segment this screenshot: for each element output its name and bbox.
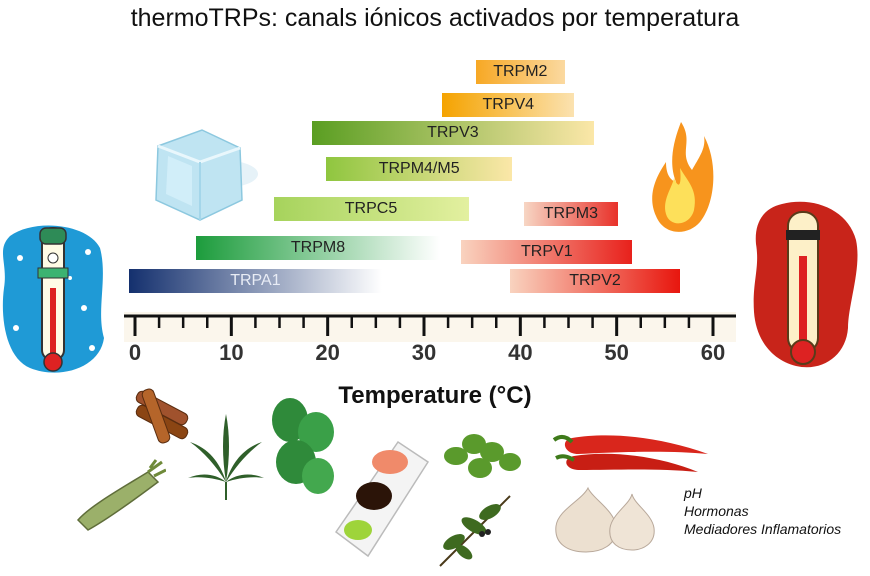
cannabis-leaf-icon: [188, 414, 264, 500]
ice-cube-icon: [155, 129, 258, 221]
axis-title: Temperature (°C): [338, 382, 532, 409]
garlic-icon: [555, 486, 655, 553]
tick-label-30: 30: [411, 340, 437, 365]
bar-trpa1: TRPA1: [129, 269, 382, 293]
figure-title: thermoTRPs: canals iónicos activados por…: [130, 4, 740, 32]
bar-trpv4: TRPV4: [442, 93, 575, 117]
bar-trpc5: TRPC5: [273, 197, 469, 221]
tick-label-40: 40: [508, 340, 533, 365]
cold-thermometer-icon: [2, 225, 104, 373]
fire-icon: [652, 122, 714, 232]
bar-trpm3: TRPM3: [523, 202, 618, 226]
sushi-condiments-icon: [334, 440, 430, 558]
bar-trpv1: TRPV1: [461, 240, 633, 264]
tick-label-60: 60: [700, 340, 726, 365]
note-hormonas: Hormonas: [684, 503, 749, 519]
tick-label-0: 0: [128, 340, 142, 365]
mint-leaves-icon: [272, 398, 334, 494]
bar-trpm4-m5: TRPM4/M5: [326, 157, 512, 181]
pepper-plant-icon: [439, 495, 511, 567]
cinnamon-icon: [135, 388, 189, 444]
other-activators-list: pH Hormonas Mediadores Inflamatorios: [684, 484, 841, 538]
bar-trpv3: TRPV3: [312, 121, 594, 145]
bar-trpm2: TRPM2: [475, 60, 565, 84]
note-mediadores: Mediadores Inflamatorios: [684, 521, 842, 537]
bar-trpm8: TRPM8: [196, 236, 440, 260]
bar-trpv2: TRPV2: [509, 269, 681, 293]
note-ph: pH: [684, 485, 702, 501]
oregano-icon: [444, 434, 521, 478]
tick-label-20: 20: [315, 340, 340, 365]
wasabi-root-icon: [76, 459, 166, 531]
tick-label-50: 50: [604, 340, 629, 365]
chili-peppers-icon: [552, 434, 708, 472]
hot-thermometer-icon: [753, 201, 858, 368]
tick-label-10: 10: [219, 340, 244, 365]
